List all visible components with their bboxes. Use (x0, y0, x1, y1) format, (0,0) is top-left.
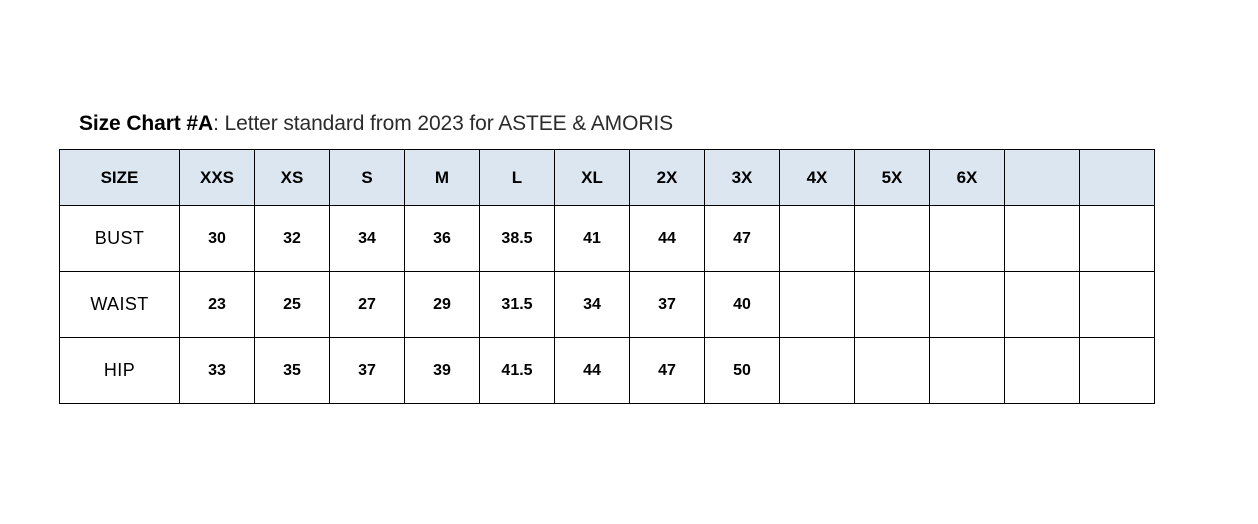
cell-bust-blank-13 (1079, 205, 1155, 272)
cell-hip-blank-12 (1004, 337, 1080, 404)
column-header-m: M (404, 149, 480, 206)
row-label-bust: BUST (59, 205, 180, 272)
cell-hip-l: 41.5 (479, 337, 555, 404)
column-header-3x: 3X (704, 149, 780, 206)
column-header-5x: 5X (854, 149, 930, 206)
cell-hip-5x (854, 337, 930, 404)
cell-bust-6x (929, 205, 1005, 272)
column-header-size: SIZE (59, 149, 180, 206)
column-header-xl: XL (554, 149, 630, 206)
row-label-waist: WAIST (59, 271, 180, 338)
cell-hip-s: 37 (329, 337, 405, 404)
column-header-blank-13 (1079, 149, 1155, 206)
cell-bust-blank-12 (1004, 205, 1080, 272)
cell-hip-2x: 47 (629, 337, 705, 404)
size-chart-table: SIZE XXS XS S M L XL 2X 3X 4X 5X 6X BUST 30 32 34 36 38.… (59, 149, 1155, 404)
cell-waist-xxs: 23 (179, 271, 255, 338)
cell-hip-6x (929, 337, 1005, 404)
column-header-6x: 6X (929, 149, 1005, 206)
column-header-s: S (329, 149, 405, 206)
page-title: Size Chart #A: Letter standard from 2023… (79, 112, 673, 136)
cell-waist-5x (854, 271, 930, 338)
row-label-hip: HIP (59, 337, 180, 404)
cell-waist-xl: 34 (554, 271, 630, 338)
table-header-row: SIZE XXS XS S M L XL 2X 3X 4X 5X 6X (59, 149, 1155, 206)
cell-hip-xxs: 33 (179, 337, 255, 404)
cell-bust-l: 38.5 (479, 205, 555, 272)
column-header-xxs: XXS (179, 149, 255, 206)
cell-hip-xl: 44 (554, 337, 630, 404)
page-title-rest: : Letter standard from 2023 for ASTEE & … (213, 112, 674, 135)
cell-waist-6x (929, 271, 1005, 338)
page-title-strong: Size Chart #A (79, 112, 214, 135)
cell-hip-xs: 35 (254, 337, 330, 404)
cell-hip-blank-13 (1079, 337, 1155, 404)
cell-waist-2x: 37 (629, 271, 705, 338)
table-row: WAIST 23 25 27 29 31.5 34 37 40 (59, 271, 1155, 338)
cell-waist-s: 27 (329, 271, 405, 338)
cell-hip-3x: 50 (704, 337, 780, 404)
cell-waist-m: 29 (404, 271, 480, 338)
column-header-blank-12 (1004, 149, 1080, 206)
cell-waist-l: 31.5 (479, 271, 555, 338)
cell-waist-xs: 25 (254, 271, 330, 338)
cell-hip-4x (779, 337, 855, 404)
cell-bust-s: 34 (329, 205, 405, 272)
cell-bust-m: 36 (404, 205, 480, 272)
cell-bust-5x (854, 205, 930, 272)
cell-waist-4x (779, 271, 855, 338)
cell-bust-2x: 44 (629, 205, 705, 272)
cell-bust-xxs: 30 (179, 205, 255, 272)
cell-waist-blank-13 (1079, 271, 1155, 338)
column-header-xs: XS (254, 149, 330, 206)
table-header: SIZE XXS XS S M L XL 2X 3X 4X 5X 6X (59, 149, 1155, 206)
table-row: HIP 33 35 37 39 41.5 44 47 50 (59, 337, 1155, 404)
column-header-4x: 4X (779, 149, 855, 206)
column-header-2x: 2X (629, 149, 705, 206)
table-body: BUST 30 32 34 36 38.5 41 44 47 WAIST 23 25 27 29 31.5 3… (59, 205, 1155, 404)
table-row: BUST 30 32 34 36 38.5 41 44 47 (59, 205, 1155, 272)
cell-bust-xs: 32 (254, 205, 330, 272)
cell-bust-xl: 41 (554, 205, 630, 272)
cell-waist-3x: 40 (704, 271, 780, 338)
cell-waist-blank-12 (1004, 271, 1080, 338)
column-header-l: L (479, 149, 555, 206)
cell-bust-3x: 47 (704, 205, 780, 272)
cell-hip-m: 39 (404, 337, 480, 404)
cell-bust-4x (779, 205, 855, 272)
